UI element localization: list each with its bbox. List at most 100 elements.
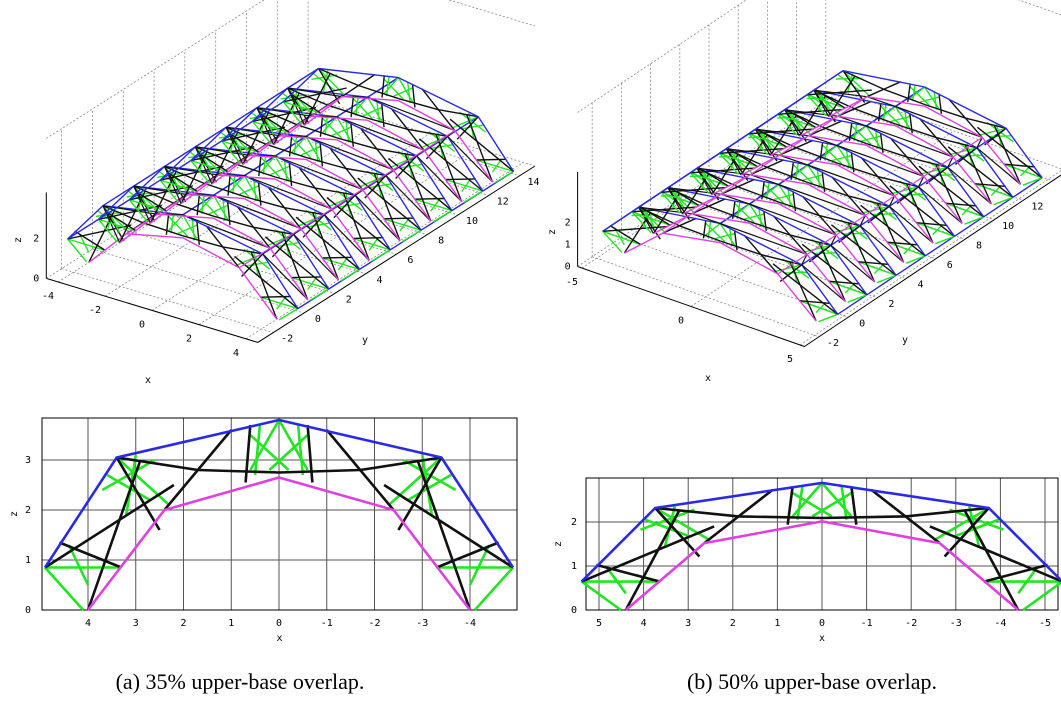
x-tick-label: 0 <box>678 316 684 327</box>
truss-member <box>276 242 299 248</box>
truss-member <box>1003 163 1043 179</box>
truss-member <box>989 135 1011 138</box>
truss-member <box>896 186 919 204</box>
truss-member <box>707 221 712 238</box>
truss-member <box>259 112 291 134</box>
truss-member <box>362 106 382 117</box>
truss-member <box>918 186 963 224</box>
x-tick-label: 1 <box>228 618 234 629</box>
truss-member <box>661 186 726 193</box>
truss-member <box>191 219 196 241</box>
truss-member <box>945 202 977 207</box>
truss-member <box>848 122 853 141</box>
z-tick-label: 0 <box>565 261 571 272</box>
truss-member <box>748 133 788 148</box>
truss-member <box>726 146 759 168</box>
truss-member <box>341 73 376 98</box>
truss-member <box>475 159 514 173</box>
truss-member <box>321 257 360 271</box>
truss-member <box>689 152 720 174</box>
truss-member <box>836 164 934 244</box>
truss-member <box>631 211 671 226</box>
truss-member <box>300 208 332 230</box>
truss-member <box>425 135 449 160</box>
y-tick-label: 8 <box>438 236 444 247</box>
truss-member <box>792 164 814 184</box>
truss-member <box>580 481 823 583</box>
truss-member <box>807 89 872 96</box>
truss-member <box>830 224 897 276</box>
x-tick-label: -2 <box>89 305 101 316</box>
truss-member <box>660 191 700 207</box>
truss-member <box>283 87 347 103</box>
truss-member <box>807 183 905 263</box>
truss-member <box>602 230 642 246</box>
truss-member <box>840 486 848 520</box>
truss-member <box>494 170 514 184</box>
z-tick-label: 2 <box>571 517 577 528</box>
truss-member <box>761 181 765 200</box>
truss-member <box>857 261 889 266</box>
truss-member <box>359 127 394 171</box>
x-tick-label: 0 <box>819 618 825 629</box>
truss-member <box>303 95 399 126</box>
truss-member <box>736 202 741 219</box>
truss-member <box>400 163 422 169</box>
truss-member <box>918 117 954 158</box>
truss-member <box>831 176 866 216</box>
truss-member <box>264 236 330 290</box>
truss-member <box>660 172 691 193</box>
truss-member <box>381 103 385 128</box>
truss-member <box>322 118 343 139</box>
truss-member <box>423 130 456 151</box>
truss-member <box>190 140 223 162</box>
truss-member <box>919 96 940 103</box>
z-axis-label: z <box>13 237 24 243</box>
y-tick-label: -2 <box>827 338 839 349</box>
truss-member <box>862 205 890 214</box>
x-axis-label: x <box>819 633 825 644</box>
truss-member <box>960 154 982 157</box>
floor-grid <box>592 256 820 338</box>
truss-member <box>777 113 798 136</box>
truss-member <box>182 237 278 320</box>
truss-member <box>268 434 309 471</box>
truss-member <box>296 424 305 476</box>
truss-member <box>773 193 794 201</box>
truss-member <box>654 507 701 558</box>
truss-member <box>777 113 817 129</box>
truss-member <box>777 108 843 115</box>
truss-member <box>253 180 257 202</box>
truss-member <box>993 196 1014 206</box>
truss-member <box>667 185 700 207</box>
plot-frame <box>41 417 518 611</box>
truss-member <box>74 230 106 251</box>
truss-member <box>609 224 642 246</box>
truss-member <box>293 233 339 281</box>
truss-member <box>115 456 161 531</box>
truss-member <box>271 233 295 258</box>
truss-member <box>697 166 730 187</box>
truss-member <box>98 204 163 221</box>
truss-member <box>317 68 341 105</box>
truss-member <box>232 174 236 195</box>
truss-member <box>227 201 231 226</box>
truss-member <box>602 225 668 232</box>
floor-grid <box>184 189 397 255</box>
truss-member <box>323 214 370 261</box>
truss-member <box>867 205 890 224</box>
truss-member <box>702 220 707 239</box>
truss-member <box>837 294 868 315</box>
truss-member <box>631 191 662 213</box>
truss-member <box>166 171 199 193</box>
truss-member <box>287 87 315 116</box>
x-axis-label: x <box>705 373 711 384</box>
truss-member <box>333 194 356 219</box>
truss-member <box>653 212 750 235</box>
truss-member <box>886 241 919 246</box>
truss-member <box>943 507 990 558</box>
truss-member <box>758 208 763 227</box>
truss-member <box>229 176 250 198</box>
truss-member <box>228 132 260 153</box>
truss-member <box>901 193 924 196</box>
